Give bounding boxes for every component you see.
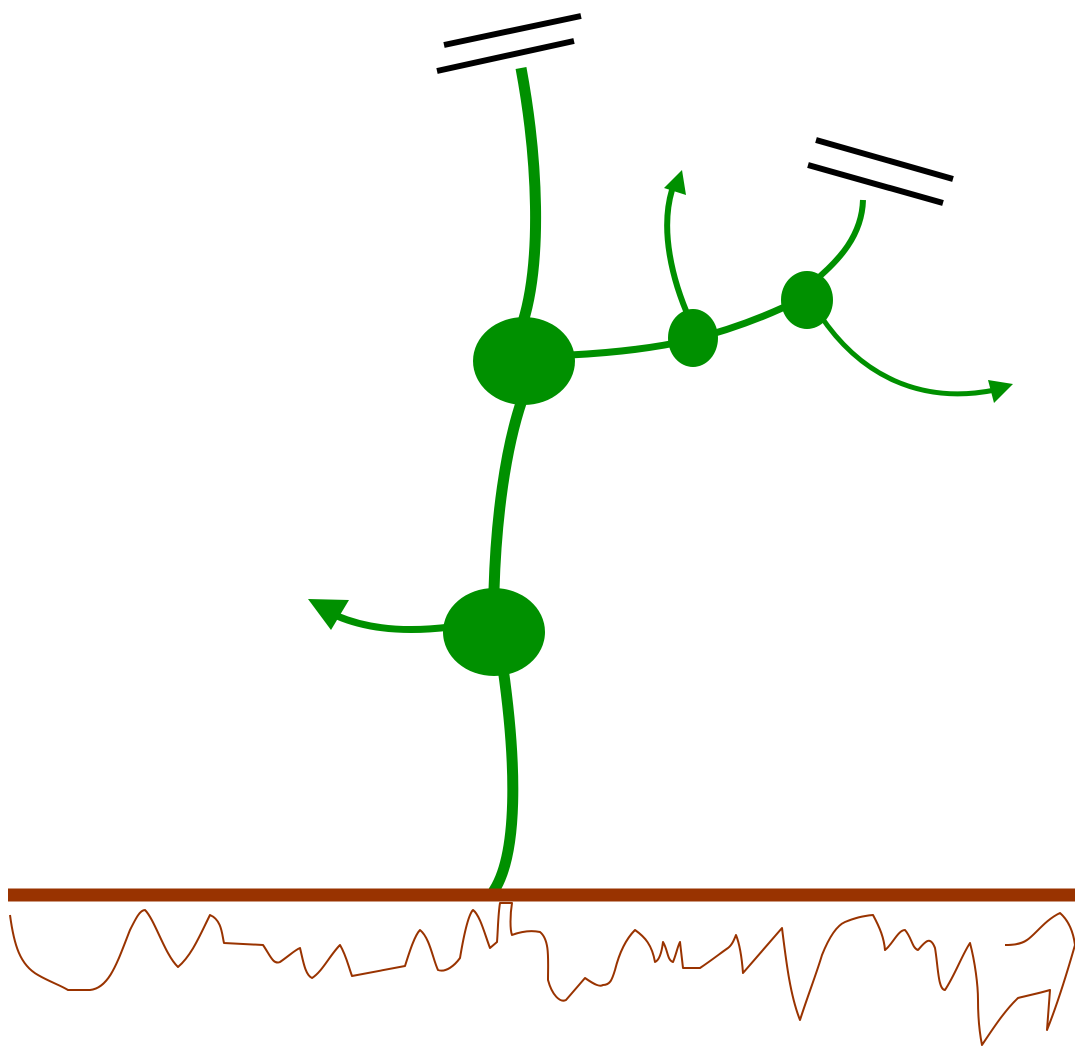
- node-upper: [473, 317, 575, 405]
- top-cap-icon: [436, 13, 582, 74]
- right-cap-branch: [810, 199, 866, 286]
- left-tip-branch: [335, 612, 451, 633]
- main-stem-lower: [484, 662, 519, 902]
- right-cap-icon: [807, 137, 954, 206]
- upper-tip-branch: [664, 189, 693, 322]
- node-branch-2: [781, 271, 833, 329]
- left-tip-arrow: [308, 599, 349, 630]
- main-stem-middle: [488, 394, 528, 596]
- upper-tip-arrow: [664, 170, 686, 195]
- right-tip-arrow: [988, 380, 1013, 403]
- node-lower: [443, 588, 545, 676]
- main-stem-upper: [515, 67, 542, 324]
- roots-outline: [9, 902, 1075, 1046]
- node-branch-1: [668, 309, 718, 367]
- right-tip-branch: [817, 313, 996, 397]
